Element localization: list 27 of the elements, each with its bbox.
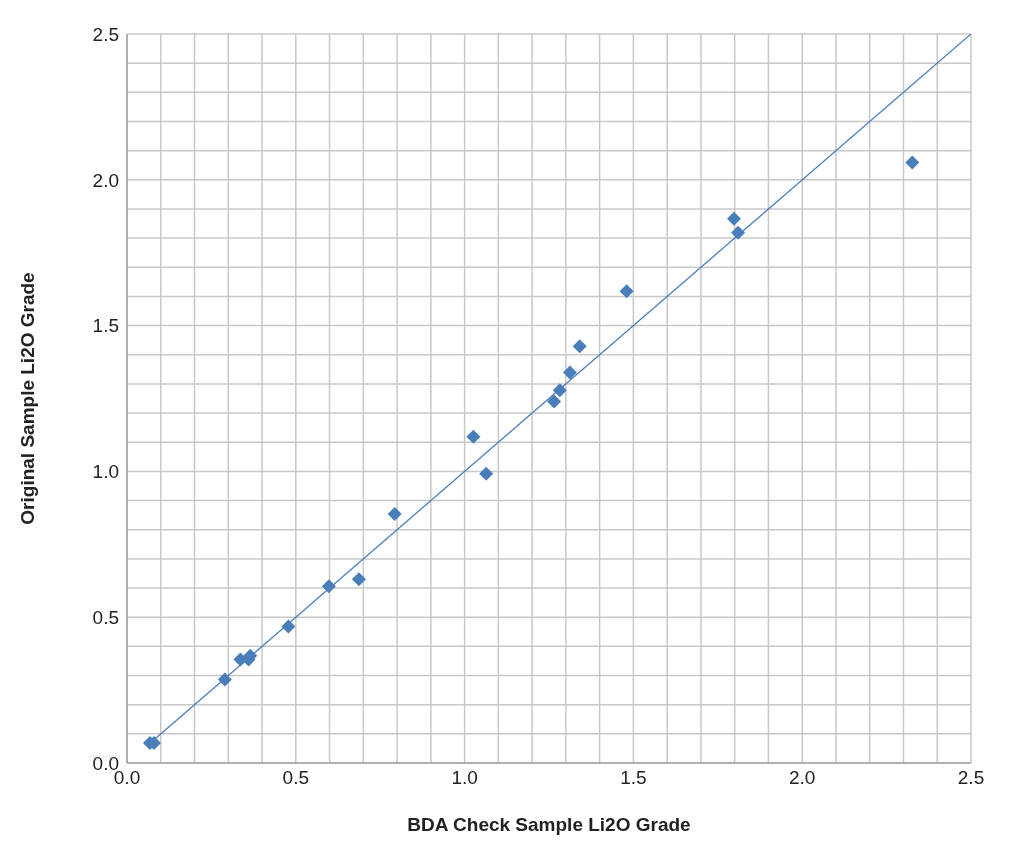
x-tick-label: 1.0 [451,767,478,789]
y-tick-label: 0.5 [92,606,119,628]
point [351,572,366,587]
y-tick-label: 1.0 [92,461,119,483]
point [321,579,336,594]
x-tick-label: 0.5 [282,767,310,789]
y-tick-label: 2.0 [92,169,119,191]
point [547,394,562,409]
y-tick-label: 1.5 [92,315,119,337]
point [562,365,577,380]
x-axis-title: BDA Check Sample Li2O Grade [407,814,691,835]
y-tick-label: 2.5 [92,23,119,45]
point [905,155,920,170]
point [479,466,494,481]
x-tick-label: 2.0 [788,767,816,789]
point [387,506,402,521]
point [217,672,232,687]
x-tick-label: 1.5 [620,767,647,789]
point [572,339,587,354]
point [552,383,567,398]
point [727,211,741,226]
point [619,284,634,299]
x-tick-label: 2.5 [957,767,985,789]
point [281,619,296,634]
point [466,429,481,444]
y-axis-title: Original Sample Li2O Grade [16,272,38,525]
point [731,225,746,240]
